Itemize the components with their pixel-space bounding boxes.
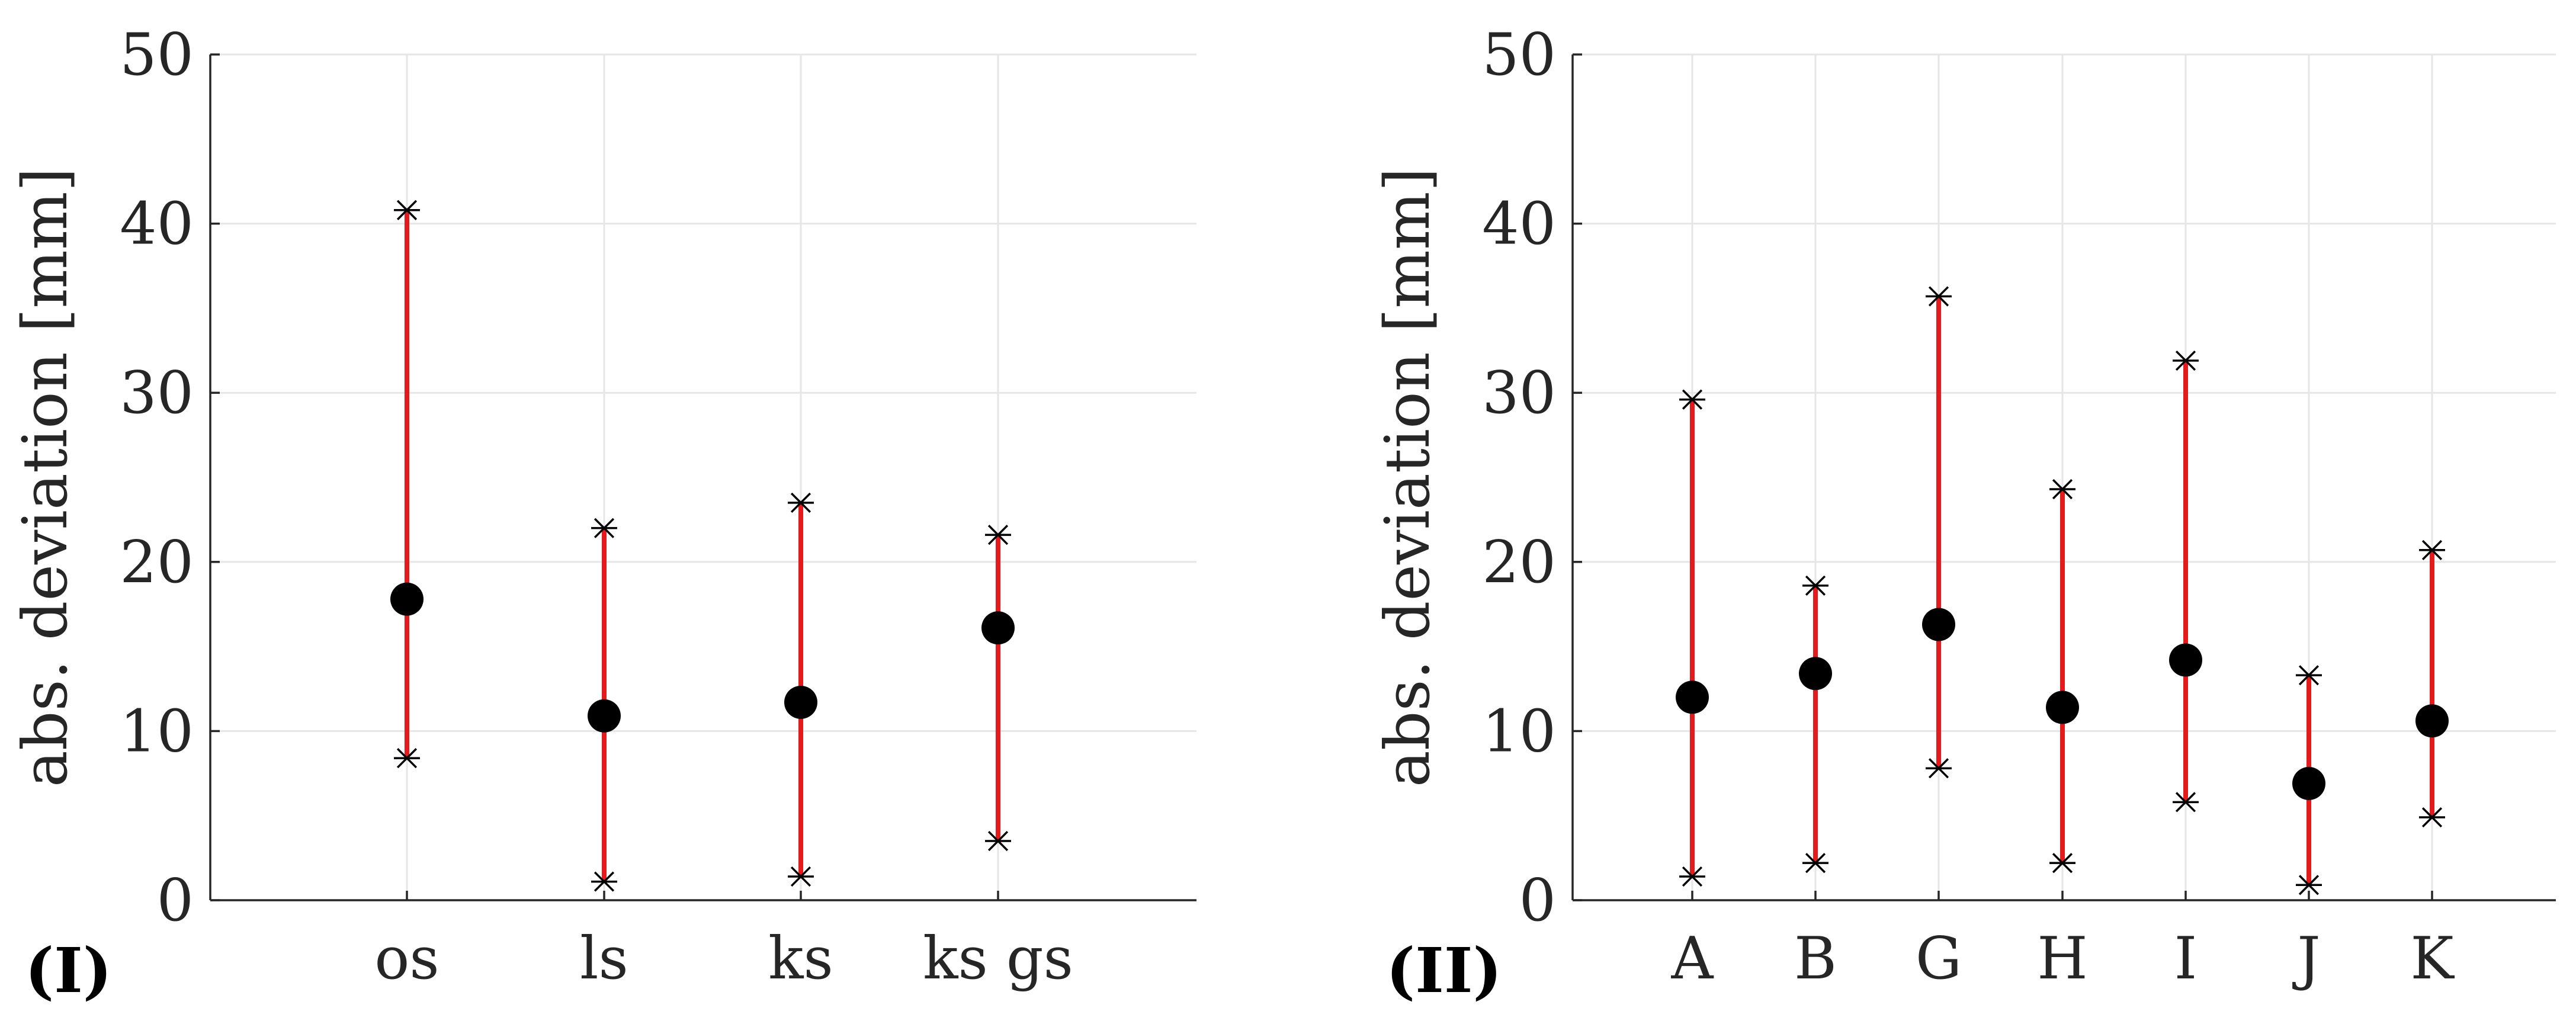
y-tick-label: 0 (1519, 867, 1556, 935)
marker-stroke (790, 866, 811, 887)
max-marker (985, 525, 1011, 545)
min-marker (394, 748, 420, 769)
y-tick-label: 50 (120, 21, 194, 89)
min-marker (591, 871, 617, 892)
min-marker (2049, 853, 2075, 874)
mean-point (784, 685, 817, 719)
x-tick-label: os (374, 925, 439, 993)
marker-stroke (2052, 479, 2073, 500)
marker-stroke (1805, 853, 1826, 874)
min-marker (2419, 807, 2445, 828)
panel-i: 0 10 20 30 40 50 os ls ks ks gs abs. deviation [mm… (9, 21, 1196, 1007)
mean-point (981, 611, 1015, 645)
x-tick-label: ks (768, 925, 833, 993)
x-tick-label: ls (580, 925, 628, 993)
max-marker (788, 492, 814, 513)
max-marker (394, 200, 420, 220)
marker-stroke (2298, 875, 2320, 895)
marker-stroke (1805, 575, 1826, 596)
y-tick-label: 10 (1482, 698, 1556, 765)
marker-stroke (594, 871, 615, 892)
marker-stroke (396, 748, 418, 769)
max-marker (2419, 540, 2445, 560)
x-tick-label: H (2037, 925, 2087, 993)
min-marker (2296, 875, 2322, 895)
max-marker (591, 518, 617, 538)
marker-stroke (594, 518, 615, 538)
max-marker (2049, 479, 2075, 500)
min-marker (788, 866, 814, 887)
marker-stroke (2175, 350, 2196, 371)
y-tick-label: 0 (157, 867, 194, 935)
mean-point (1676, 680, 1709, 714)
min-marker (985, 830, 1011, 852)
max-marker (2296, 665, 2322, 686)
panel-label: (II) (1386, 934, 1502, 1007)
mean-point (390, 582, 424, 616)
x-tick-label: I (2174, 925, 2198, 993)
max-marker (2173, 350, 2199, 371)
y-tick-label: 30 (120, 359, 194, 427)
mean-point (2292, 766, 2325, 800)
y-tick-label: 30 (1482, 359, 1556, 427)
y-axis-label: abs. deviation [mm] (1371, 168, 1443, 787)
min-marker (1679, 866, 1705, 887)
y-tick-label: 10 (120, 698, 194, 765)
marker-stroke (1682, 389, 1703, 410)
marker-stroke (2421, 540, 2443, 560)
max-marker (1802, 575, 1828, 596)
y-tick-label: 40 (1482, 191, 1556, 258)
marker-stroke (396, 200, 418, 220)
min-marker (1802, 853, 1828, 874)
x-tick-label: A (1671, 925, 1714, 993)
max-marker (1679, 389, 1705, 410)
y-tick-label: 20 (1482, 529, 1556, 596)
y-tick-label: 20 (120, 529, 194, 596)
min-marker (2173, 792, 2199, 813)
marker-stroke (1928, 758, 1949, 779)
mean-point (1922, 608, 1955, 641)
mean-point (2046, 691, 2079, 724)
y-axis-label: abs. deviation [mm] (9, 168, 81, 787)
y-tick-label: 40 (120, 191, 194, 258)
marker-stroke (1928, 286, 1949, 307)
marker-stroke (1682, 866, 1703, 887)
mean-point (588, 699, 621, 733)
min-marker (1926, 758, 1952, 779)
panel-label: (I) (25, 934, 112, 1007)
mean-point (2169, 643, 2202, 677)
marker-stroke (987, 525, 1009, 545)
marker-stroke (2421, 807, 2443, 828)
marker-stroke (2175, 792, 2196, 813)
mean-point (1799, 657, 1832, 691)
marker-stroke (790, 492, 811, 513)
marker-stroke (2298, 665, 2320, 686)
x-tick-label: J (2292, 925, 2320, 993)
x-tick-label: K (2410, 925, 2455, 993)
mean-point (2415, 704, 2449, 738)
x-tick-label: ks gs (923, 925, 1073, 993)
marker-stroke (987, 830, 1009, 852)
marker-stroke (2052, 853, 2073, 874)
y-tick-label: 50 (1482, 21, 1556, 89)
max-marker (1926, 286, 1952, 307)
x-tick-label: G (1916, 925, 1962, 993)
x-tick-label: B (1794, 925, 1837, 993)
